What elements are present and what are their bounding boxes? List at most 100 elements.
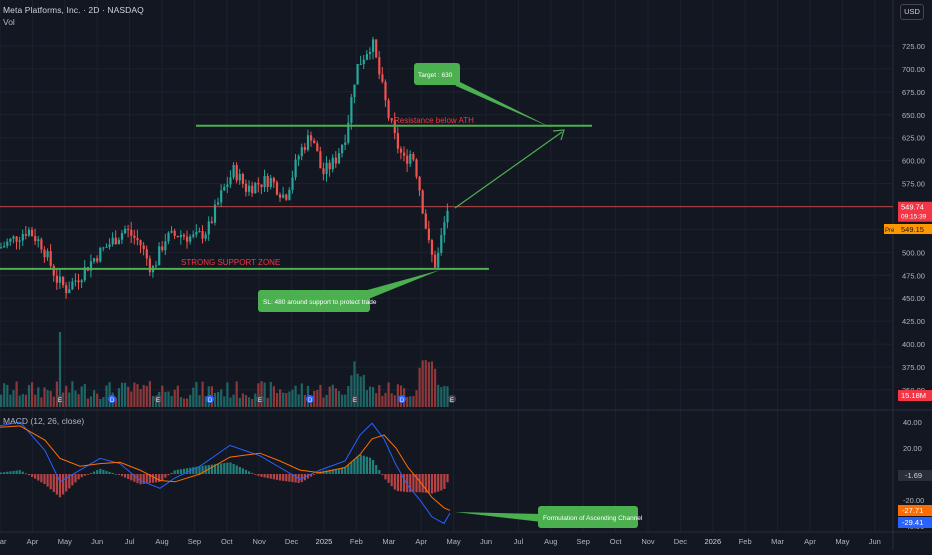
dividend-marker-letter: D	[308, 398, 313, 404]
candle	[220, 190, 223, 203]
volume-bar	[34, 394, 37, 407]
candle	[158, 246, 161, 266]
price-tick-label: 500.00	[902, 248, 925, 257]
volume-bar	[127, 386, 130, 407]
volume-value: 15.18M	[901, 391, 926, 400]
channel-callout-pointer	[455, 512, 542, 522]
volume-bar	[440, 387, 443, 407]
candle	[124, 229, 127, 234]
volume-bar	[331, 384, 334, 407]
macd-hist-bar	[68, 474, 71, 489]
time-tick-label: Oct	[610, 537, 623, 546]
macd-hist-bar	[384, 474, 387, 480]
candle	[409, 153, 412, 164]
candle	[213, 204, 217, 223]
candle	[43, 249, 46, 258]
candle	[83, 267, 86, 281]
macd-hist-bar	[58, 474, 62, 498]
candle	[105, 246, 108, 248]
volume-bar	[418, 367, 421, 407]
price-tick-label: 475.00	[902, 271, 925, 280]
volume-bar	[415, 390, 418, 407]
macd-hist-bar	[34, 474, 37, 479]
candle	[325, 162, 328, 174]
candle	[89, 261, 93, 271]
volume-bar	[43, 387, 46, 407]
candle	[350, 97, 353, 123]
macd-hist-bar	[117, 474, 120, 475]
volume-bar	[173, 389, 176, 407]
volume-bar	[9, 394, 12, 407]
macd-hist-bar	[217, 463, 220, 474]
candle	[334, 157, 337, 164]
time-tick-label: Apr	[27, 537, 39, 546]
candle	[322, 168, 325, 174]
channel-callout-text: Formulation of Ascending Channel	[543, 515, 643, 522]
volume-bar	[325, 394, 328, 407]
volume-bar	[263, 382, 266, 407]
time-tick-label: Sep	[577, 537, 590, 546]
signal-line	[0, 425, 451, 511]
macd-hist-bar	[399, 474, 403, 492]
candle	[49, 251, 52, 266]
volume-bar	[15, 381, 18, 407]
volume-bar	[130, 391, 133, 407]
candle	[148, 258, 151, 273]
candle	[74, 280, 77, 282]
macd-hist-bar	[325, 470, 328, 474]
signal-value: -27.71	[902, 506, 923, 515]
resistance-label: Resistance below ATH	[394, 116, 474, 125]
volume-bar	[421, 360, 424, 407]
volume-bar	[409, 396, 412, 407]
volume-bar	[427, 361, 430, 407]
candle	[27, 229, 31, 236]
macd-hist-bar	[310, 474, 313, 477]
time-tick-label: Dec	[674, 537, 688, 546]
candle	[254, 182, 257, 194]
macd-hist-bar	[350, 462, 353, 474]
volume-bar	[294, 385, 297, 407]
dividend-marker	[206, 395, 214, 403]
volume-bar	[189, 394, 192, 407]
time-tick-label: Apr	[415, 537, 427, 546]
volume-bar	[186, 398, 189, 407]
volume-bar	[319, 384, 322, 407]
candle	[257, 182, 260, 185]
candle	[198, 231, 201, 233]
candle	[406, 155, 409, 164]
macd-hist-bar	[105, 470, 108, 474]
candle	[71, 281, 74, 290]
volume-label: Vol	[3, 17, 15, 27]
earnings-marker	[351, 395, 359, 403]
macd-hist-bar	[111, 472, 114, 474]
time-tick-label: Aug	[544, 537, 557, 546]
price-tick-label: 625.00	[902, 134, 925, 143]
earnings-marker-letter: E	[258, 398, 262, 404]
volume-bar	[238, 398, 241, 407]
volume-bar	[303, 394, 306, 407]
volume-bar	[24, 394, 27, 407]
volume-bar	[341, 394, 344, 407]
macd-hist-bar	[229, 462, 232, 474]
candle	[133, 235, 136, 238]
candle	[365, 53, 368, 60]
volume-bar	[164, 391, 167, 407]
currency-button[interactable]: USD	[900, 4, 924, 20]
volume-bar	[74, 390, 77, 407]
macd-value-badge	[898, 517, 932, 528]
volume-bar	[328, 386, 331, 407]
volume-bar	[108, 382, 111, 407]
volume-bar	[71, 381, 74, 407]
volume-bar	[251, 398, 254, 407]
macd-hist-bar	[167, 474, 170, 476]
macd-hist-bar	[124, 474, 127, 478]
volume-bar	[269, 381, 272, 407]
candle	[403, 152, 406, 156]
macd-hist-bar	[353, 459, 356, 474]
volume-bar	[213, 392, 217, 407]
candle	[437, 252, 440, 268]
time-tick-label: Jun	[869, 537, 881, 546]
macd-hist-bar	[158, 474, 161, 482]
